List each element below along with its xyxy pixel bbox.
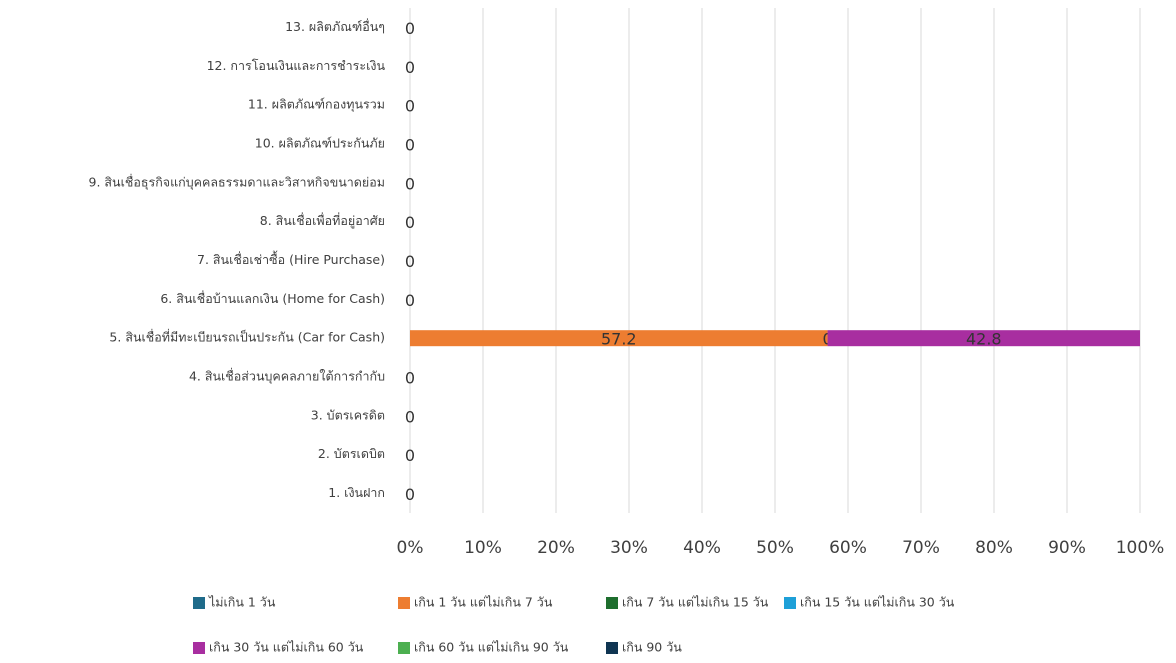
legend-swatch	[398, 642, 410, 654]
legend-swatch	[606, 597, 618, 609]
bar-segment	[410, 330, 828, 347]
legend-label: เกิน 15 วัน แต่ไม่เกิน 30 วัน	[800, 595, 955, 610]
legend-label: เกิน 60 วัน แต่ไม่เกิน 90 วัน	[414, 640, 569, 655]
data-label: 0	[405, 97, 415, 116]
data-label: 0	[405, 174, 415, 193]
x-tick-label: 0%	[397, 538, 424, 558]
data-label: 0	[405, 291, 415, 310]
category-label: 3. บัตรเครดิต	[311, 407, 385, 422]
data-label: 0	[405, 58, 415, 77]
category-label: 6. สินเชื่อบ้านแลกเงิน (Home for Cash)	[160, 290, 385, 306]
category-label: 5. สินเชื่อที่มีทะเบียนรถเป็นประกัน (Car…	[109, 329, 385, 345]
category-label: 4. สินเชื่อส่วนบุคคลภายใต้การกำกับ	[189, 368, 385, 385]
data-label: 0	[405, 252, 415, 271]
data-label: 0	[405, 135, 415, 154]
category-label: 12. การโอนเงินและการชำระเงิน	[207, 58, 386, 73]
bar-segment	[827, 330, 1140, 347]
data-label: 42.8	[966, 330, 1002, 349]
data-label: 0	[405, 485, 415, 504]
legend-label: เกิน 30 วัน แต่ไม่เกิน 60 วัน	[209, 640, 364, 655]
data-label: 0	[405, 369, 415, 388]
legend-swatch	[606, 642, 618, 654]
legend-swatch	[398, 597, 410, 609]
category-label: 13. ผลิตภัณฑ์อื่นๆ	[285, 18, 385, 34]
x-tick-label: 40%	[683, 538, 721, 558]
legend-label: ไม่เกิน 1 วัน	[208, 595, 276, 610]
legend-swatch	[193, 642, 205, 654]
legend-label: เกิน 1 วัน แต่ไม่เกิน 7 วัน	[414, 595, 553, 610]
category-label: 1. เงินฝาก	[328, 485, 385, 500]
x-tick-label: 20%	[537, 538, 575, 558]
legend-swatch	[193, 597, 205, 609]
legend-label: เกิน 7 วัน แต่ไม่เกิน 15 วัน	[622, 595, 769, 610]
category-label: 2. บัตรเดบิต	[318, 446, 385, 461]
category-label: 7. สินเชื่อเช่าซื้อ (Hire Purchase)	[197, 250, 385, 267]
x-tick-label: 60%	[829, 538, 867, 558]
x-tick-label: 50%	[756, 538, 794, 558]
x-tick-label: 90%	[1048, 538, 1086, 558]
x-tick-label: 100%	[1116, 538, 1165, 558]
category-label: 11. ผลิตภัณฑ์กองทุนรวม	[248, 97, 385, 113]
data-label: 0	[405, 19, 415, 38]
x-tick-label: 80%	[975, 538, 1013, 558]
category-label: 8. สินเชื่อเพื่อที่อยู่อาศัย	[260, 212, 385, 229]
legend-swatch	[784, 597, 796, 609]
legend-label: เกิน 90 วัน	[622, 640, 682, 655]
data-label: 0	[405, 446, 415, 465]
data-label: 0	[405, 213, 415, 232]
category-label: 9. สินเชื่อธุรกิจแก่บุคคลธรรมดาและวิสาหก…	[89, 173, 385, 190]
x-tick-label: 10%	[464, 538, 502, 558]
x-tick-label: 30%	[610, 538, 648, 558]
category-label: 10. ผลิตภัณฑ์ประกันภัย	[255, 135, 385, 150]
x-tick-label: 70%	[902, 538, 940, 558]
data-label: 57.2	[601, 330, 637, 349]
data-label: 0	[405, 407, 415, 426]
